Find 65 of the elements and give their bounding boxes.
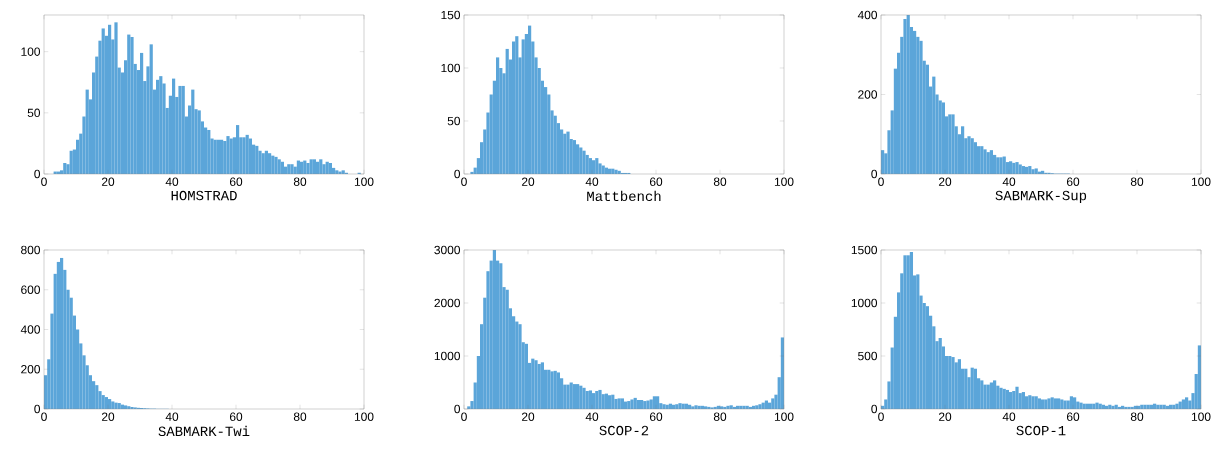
x-tick-label: 80: [1130, 412, 1144, 421]
x-tick-label: 60: [649, 412, 663, 421]
x-tick-label: 0: [461, 177, 467, 186]
x-tick-label: 60: [649, 177, 663, 186]
x-tick-label: 80: [1130, 177, 1144, 186]
x-tick-label: 20: [101, 177, 115, 186]
x-tick-label: 80: [293, 177, 307, 186]
x-tick-label: 0: [41, 177, 47, 186]
x-tick-label: 80: [713, 177, 727, 186]
x-tick-label: 20: [521, 412, 535, 421]
x-axis-title: SCOP-1: [1016, 425, 1066, 436]
x-tick-label: 0: [878, 412, 884, 421]
x-axis-title: HOMSTRAD: [171, 190, 237, 201]
x-tick-label: 60: [229, 412, 243, 421]
x-tick-label: 100: [354, 177, 374, 186]
y-tick-label: 50: [27, 108, 41, 118]
x-tick-label: 100: [774, 177, 794, 186]
x-tick-label: 20: [938, 177, 952, 186]
x-tick-label: 40: [165, 412, 179, 421]
x-tick-label: 20: [521, 177, 535, 186]
x-tick-label: 0: [878, 177, 884, 186]
y-tick-label: 150: [441, 10, 461, 20]
y-tick-label: 1500: [851, 245, 878, 255]
y-tick-label: 0: [871, 404, 878, 414]
x-tick-label: 80: [713, 412, 727, 421]
y-tick-label: 0: [454, 404, 461, 414]
x-tick-label: 20: [938, 412, 952, 421]
x-tick-label: 60: [229, 177, 243, 186]
y-tick-label: 400: [857, 10, 878, 20]
y-tick-label: 600: [21, 285, 41, 294]
y-tick-label: 2000: [434, 298, 461, 308]
x-tick-label: 100: [1191, 177, 1211, 186]
x-tick-label: 40: [585, 177, 599, 186]
y-tick-label: 3000: [434, 245, 461, 255]
y-tick-label: 400: [20, 325, 41, 334]
x-tick-label: 100: [1191, 412, 1211, 421]
x-tick-label: 100: [774, 412, 794, 421]
y-tick-label: 50: [447, 116, 461, 126]
x-tick-label: 40: [1002, 412, 1016, 421]
x-tick-label: 20: [101, 412, 115, 421]
y-tick-label: 500: [858, 351, 878, 361]
x-tick-label: 80: [293, 412, 307, 421]
x-tick-label: 60: [1066, 177, 1080, 186]
x-tick-label: 40: [165, 177, 179, 186]
x-tick-label: 40: [585, 412, 599, 421]
x-axis-title: Mattbench: [587, 190, 661, 202]
y-tick-label: 100: [441, 63, 461, 73]
x-tick-label: 0: [41, 412, 47, 421]
y-tick-label: 200: [21, 365, 41, 374]
x-axis-title: SABMARK-Sup: [995, 190, 1087, 204]
x-axis-title: SABMARK-Twi: [158, 425, 250, 437]
y-tick-label: 800: [21, 245, 41, 255]
y-tick-label: 0: [34, 169, 41, 179]
y-tick-label: 0: [34, 404, 41, 414]
x-axis-title: SCOP-2: [599, 425, 649, 436]
y-tick-label: 0: [454, 169, 461, 179]
y-tick-label: 100: [21, 47, 41, 56]
x-tick-label: 100: [354, 412, 374, 421]
y-tick-label: 0: [871, 169, 878, 179]
x-tick-label: 40: [1002, 177, 1016, 186]
x-tick-label: 0: [461, 412, 467, 421]
y-tick-label: 1000: [434, 351, 461, 361]
y-tick-label: 200: [858, 90, 878, 99]
x-tick-label: 60: [1066, 412, 1080, 421]
y-tick-label: 1000: [851, 298, 878, 308]
